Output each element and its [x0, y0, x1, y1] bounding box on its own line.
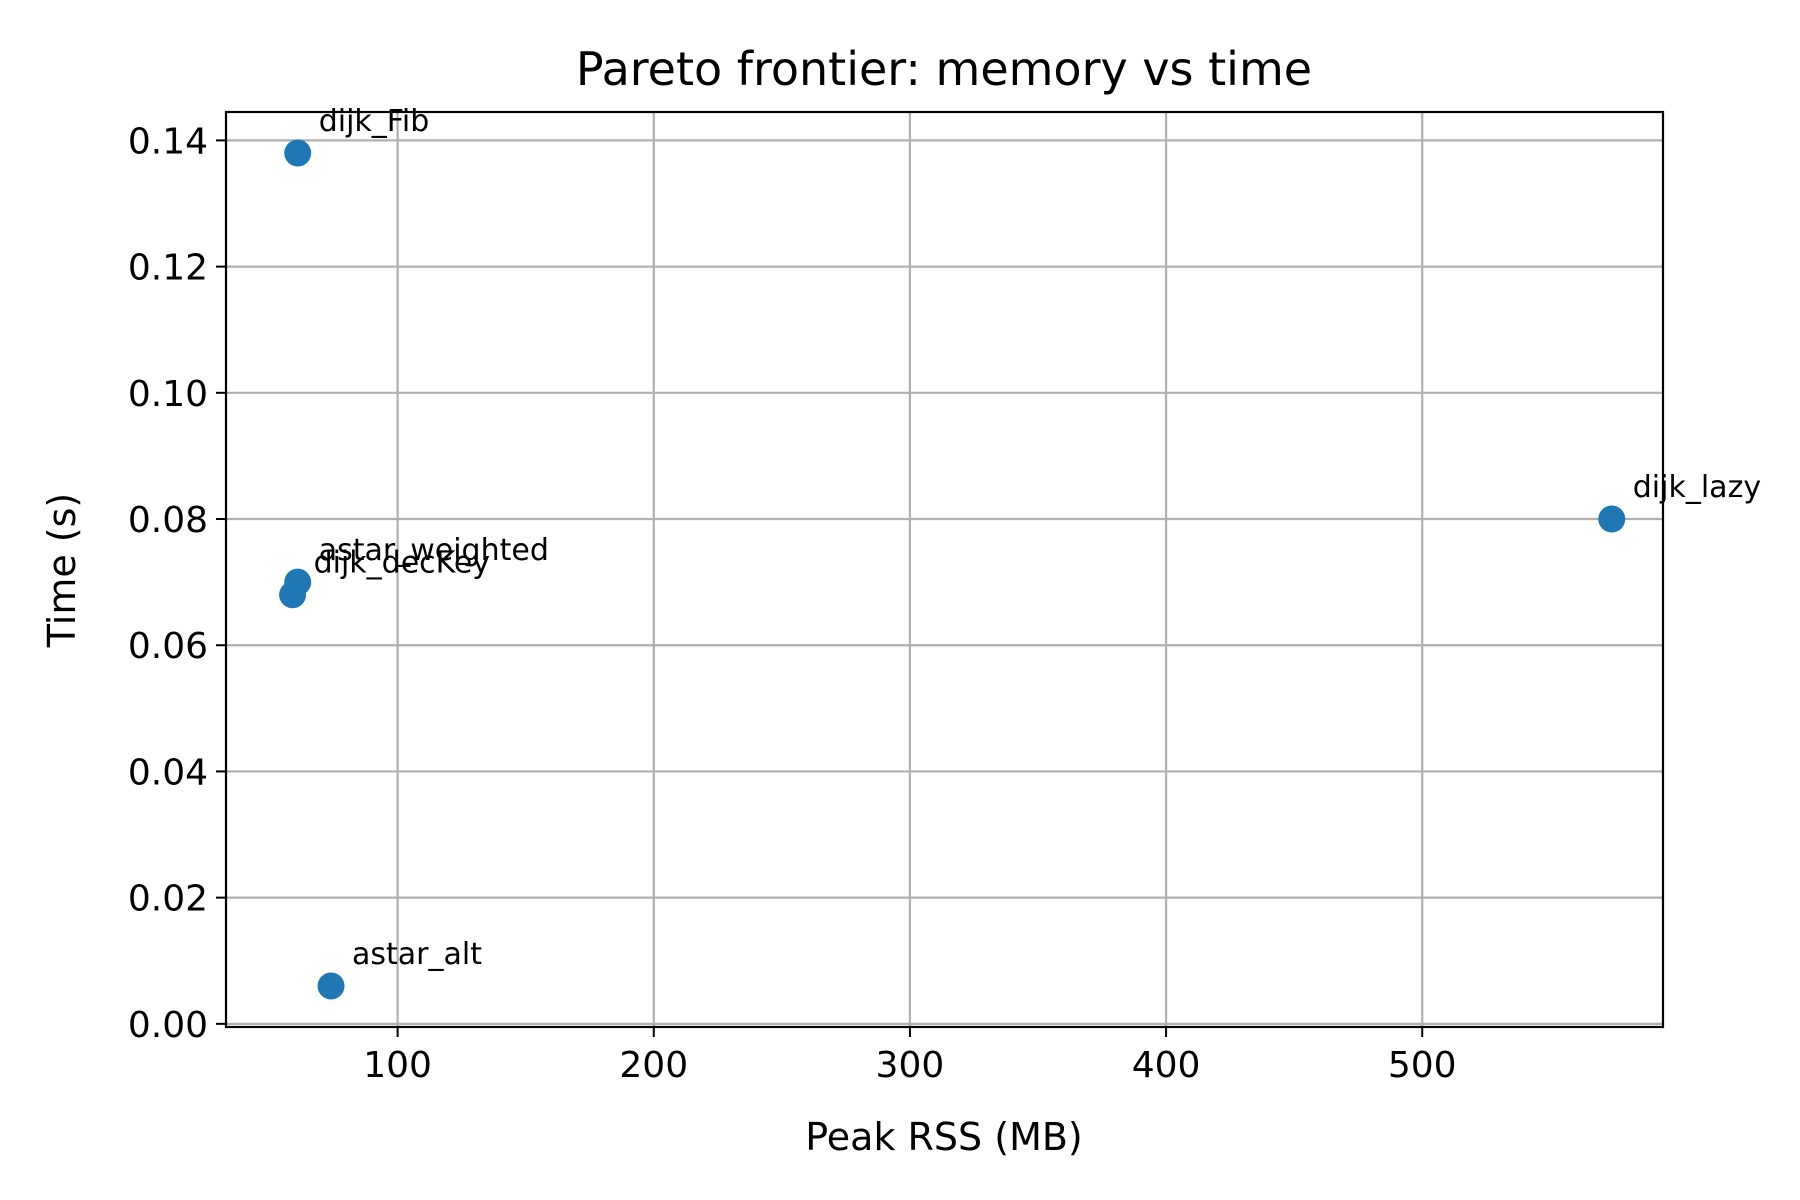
y-tick-label: 0.06 — [128, 626, 208, 667]
x-tick-label: 400 — [1132, 1045, 1201, 1086]
y-tick-label: 0.04 — [128, 752, 208, 793]
axis-ticks: 100 200 300 400 500 0.00 0.02 0.04 0.06 0.08 0.10 0… — [128, 121, 1457, 1086]
data-label-dijk_decKey: dijk_decKey — [314, 546, 490, 581]
plot-area — [226, 112, 1663, 1027]
plot-frame — [224, 110, 1665, 1029]
x-tick-label: 100 — [363, 1045, 432, 1086]
data-point-astar_alt — [317, 972, 345, 1000]
data-point-dijk_lazy — [1598, 505, 1626, 533]
x-tick-label: 500 — [1388, 1045, 1457, 1086]
x-tick-label: 300 — [876, 1045, 945, 1086]
y-axis-label: Time (s) — [40, 493, 84, 649]
data-label-astar_weighted: astar_weighted — [319, 533, 549, 568]
data-point-dijk_decKey — [279, 581, 307, 609]
data-label-dijk_Fib: dijk_Fib — [319, 104, 430, 139]
y-tick-label: 0.12 — [128, 248, 208, 289]
data-point-dijk_Fib — [284, 139, 312, 167]
y-tick-label: 0.00 — [128, 1005, 208, 1046]
y-tick-label: 0.14 — [128, 121, 208, 162]
y-tick-label: 0.08 — [128, 500, 208, 541]
y-tick-label: 0.02 — [128, 879, 208, 920]
x-axis-label: Peak RSS (MB) — [805, 1115, 1083, 1159]
data-label-dijk_lazy: dijk_lazy — [1633, 470, 1761, 505]
x-tick-label: 200 — [619, 1045, 688, 1086]
y-tick-label: 0.10 — [128, 374, 208, 415]
grid — [226, 112, 1663, 1027]
data-label-astar_alt: astar_alt — [352, 937, 482, 972]
chart-title: Pareto frontier: memory vs time — [576, 42, 1312, 96]
